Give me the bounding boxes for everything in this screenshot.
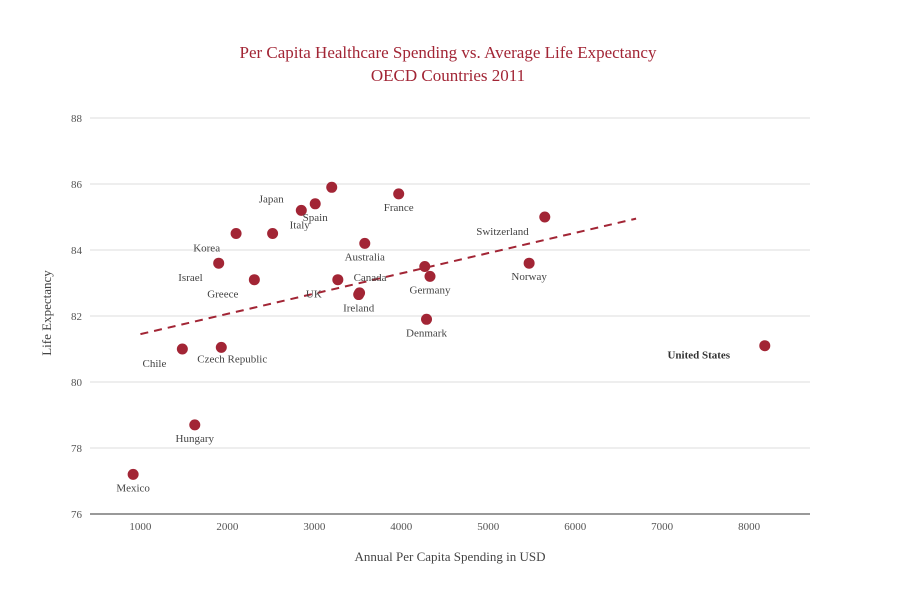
trend-line [140, 217, 637, 336]
data-point [309, 198, 321, 210]
x-tick-label: 4000 [390, 521, 413, 533]
data-point [421, 313, 433, 325]
point-label: Denmark [406, 327, 447, 339]
point-label: Hungary [176, 433, 215, 445]
data-point [189, 419, 201, 431]
point-label: Norway [511, 271, 547, 283]
point-label: Chile [143, 358, 167, 370]
data-point [353, 289, 365, 301]
point-label: Germany [410, 284, 451, 296]
data-point [267, 228, 279, 239]
point-label: Canada [354, 272, 387, 284]
y-tick-label: 88 [71, 113, 83, 125]
point-label: Greece [207, 289, 238, 301]
point-label: Korea [193, 243, 220, 255]
x-tick-label: 1000 [129, 521, 152, 533]
data-point [248, 274, 260, 286]
y-tick-label: 80 [71, 377, 83, 389]
point-labels: Mexico Chile Hungary Korea Israel Czech Repub… [116, 193, 730, 494]
point-label: Israel [178, 272, 202, 284]
data-point [523, 257, 535, 269]
data-point [419, 261, 431, 272]
y-axis-title: Life Expectancy [39, 270, 54, 356]
data-points [127, 181, 771, 480]
x-tick-label: 2000 [216, 521, 239, 533]
data-point [424, 270, 436, 282]
data-point [393, 188, 405, 200]
point-label: Japan [259, 193, 285, 205]
x-axis-title: Annual Per Capita Spending in USD [354, 549, 545, 564]
data-point [213, 257, 225, 269]
y-tick-label: 76 [71, 509, 83, 521]
point-label: United States [667, 350, 730, 362]
x-tick-label: 3000 [303, 521, 326, 533]
data-point [230, 228, 242, 239]
data-point [295, 204, 307, 216]
point-label: Italy [290, 220, 311, 232]
chart-subtitle: OECD Countries 2011 [371, 66, 525, 85]
data-point [759, 340, 771, 352]
data-point [176, 343, 188, 355]
y-tick-labels: 76 78 80 82 84 86 88 [71, 113, 83, 521]
point-label: France [384, 202, 414, 214]
y-tick-label: 84 [71, 245, 83, 257]
point-label: Australia [345, 251, 385, 263]
data-point [127, 468, 139, 480]
y-tick-label: 86 [71, 179, 83, 191]
x-tick-label: 6000 [564, 521, 587, 533]
chart-title: Per Capita Healthcare Spending vs. Avera… [240, 43, 657, 62]
point-label: Spain [303, 212, 329, 224]
point-label: Mexico [116, 482, 150, 494]
x-tick-label: 8000 [738, 521, 761, 533]
x-tick-label: 5000 [477, 521, 500, 533]
point-label: Czech Republic [197, 353, 267, 365]
y-tick-label: 82 [71, 311, 82, 323]
data-point [326, 181, 338, 193]
point-label: UK [306, 289, 322, 301]
data-point [539, 211, 551, 223]
point-label: Ireland [343, 303, 375, 315]
data-point [215, 341, 227, 353]
x-tick-label: 7000 [651, 521, 674, 533]
grid-lines [90, 117, 810, 449]
y-tick-label: 78 [71, 443, 83, 455]
data-point [332, 274, 344, 286]
data-point [359, 237, 371, 249]
point-label: Switzerland [476, 226, 529, 238]
x-tick-labels: 1000 2000 3000 4000 5000 6000 7000 8000 [129, 521, 760, 533]
